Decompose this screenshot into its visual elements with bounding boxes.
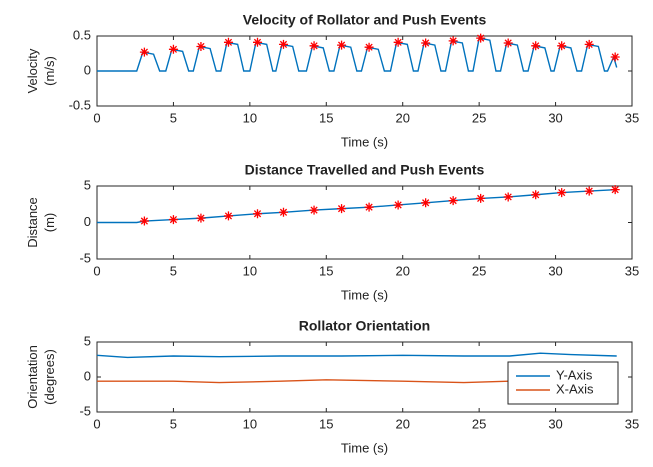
push-event-marker: [421, 198, 431, 208]
push-event-marker: [503, 38, 513, 48]
x-axis-label: Time (s): [341, 287, 388, 302]
x-tick-label: 0: [93, 416, 100, 431]
push-event-marker: [309, 205, 319, 215]
push-event-marker: [278, 207, 288, 217]
data-line: [97, 188, 616, 224]
x-tick-label: 30: [548, 263, 562, 278]
x-tick-label: 5: [170, 110, 177, 125]
push-event-marker: [253, 37, 262, 47]
x-tick-label: 10: [243, 416, 257, 431]
y-tick-label: -5: [79, 403, 91, 418]
push-event-marker: [584, 186, 594, 196]
push-event-marker: [196, 42, 206, 51]
push-event-marker: [448, 36, 458, 46]
x-tick-label: 15: [319, 110, 333, 125]
y-tick-label: -5: [79, 250, 91, 265]
push-event-marker: [253, 209, 262, 219]
push-event-marker: [364, 202, 374, 212]
push-event-marker: [476, 33, 486, 43]
x-tick-label: 20: [395, 110, 409, 125]
data-line: [96, 352, 617, 359]
y-axis-label: Distance: [25, 197, 40, 248]
push-event-marker: [610, 185, 620, 195]
push-event-marker: [309, 41, 319, 51]
y-tick-label: 0: [84, 62, 91, 77]
y-axis-label: Velocity: [25, 48, 40, 93]
push-event-marker: [393, 37, 403, 47]
plot-area: [96, 185, 633, 260]
data-line: [97, 37, 618, 72]
push-event-marker: [531, 41, 541, 51]
push-event-marker: [364, 42, 374, 52]
x-tick-label: 30: [548, 110, 562, 125]
x-tick-label: 25: [472, 263, 486, 278]
y-axis-label: (m/s): [42, 56, 57, 86]
y-axis-label: (degrees): [42, 349, 57, 405]
push-event-marker: [278, 39, 288, 49]
chart-title: Velocity of Rollator and Push Events: [243, 12, 487, 28]
x-axis-label: Time (s): [341, 440, 388, 455]
push-event-marker: [168, 44, 178, 54]
x-tick-label: 5: [170, 263, 177, 278]
y-tick-label: 0.5: [73, 27, 91, 42]
x-tick-label: 10: [243, 110, 257, 125]
push-event-marker: [557, 41, 567, 51]
x-tick-label: 30: [548, 416, 562, 431]
x-tick-label: 5: [170, 416, 177, 431]
legend-label: Y-Axis: [556, 367, 593, 382]
push-event-marker: [139, 216, 149, 226]
y-axis-label: (m): [42, 213, 57, 233]
push-event-marker: [223, 211, 233, 221]
legend: [507, 361, 619, 405]
push-event-marker: [139, 47, 149, 57]
push-event-marker: [610, 52, 620, 62]
x-tick-label: 25: [472, 416, 486, 431]
x-tick-label: 0: [93, 263, 100, 278]
push-event-marker: [503, 192, 513, 202]
y-tick-label: -0.5: [69, 97, 91, 112]
x-tick-label: 20: [395, 416, 409, 431]
x-tick-label: 35: [625, 263, 639, 278]
x-tick-label: 10: [243, 263, 257, 278]
push-event-marker: [448, 196, 458, 206]
y-tick-label: 0: [84, 214, 91, 229]
push-event-marker: [223, 37, 233, 47]
x-tick-label: 0: [93, 110, 100, 125]
x-tick-label: 25: [472, 110, 486, 125]
x-tick-label: 15: [319, 263, 333, 278]
push-event-marker: [476, 193, 486, 203]
push-event-marker: [421, 38, 431, 48]
y-tick-label: 5: [84, 177, 91, 192]
push-event-marker: [531, 190, 541, 200]
x-tick-label: 20: [395, 263, 409, 278]
chart-title: Distance Travelled and Push Events: [245, 162, 485, 178]
push-event-marker: [584, 39, 594, 49]
x-axis-label: Time (s): [341, 134, 388, 149]
y-axis-label: Orientation: [25, 345, 40, 409]
y-tick-label: 0: [84, 368, 91, 383]
legend-label: X-Axis: [556, 381, 594, 396]
x-tick-label: 35: [625, 110, 639, 125]
x-tick-label: 35: [625, 416, 639, 431]
push-event-marker: [393, 200, 403, 210]
y-tick-label: 5: [84, 333, 91, 348]
push-event-marker: [168, 215, 178, 225]
chart-title: Rollator Orientation: [299, 318, 430, 334]
x-tick-label: 15: [319, 416, 333, 431]
push-event-marker: [337, 40, 347, 50]
push-event-marker: [196, 213, 206, 223]
push-event-marker: [337, 204, 347, 214]
push-event-marker: [557, 188, 567, 198]
